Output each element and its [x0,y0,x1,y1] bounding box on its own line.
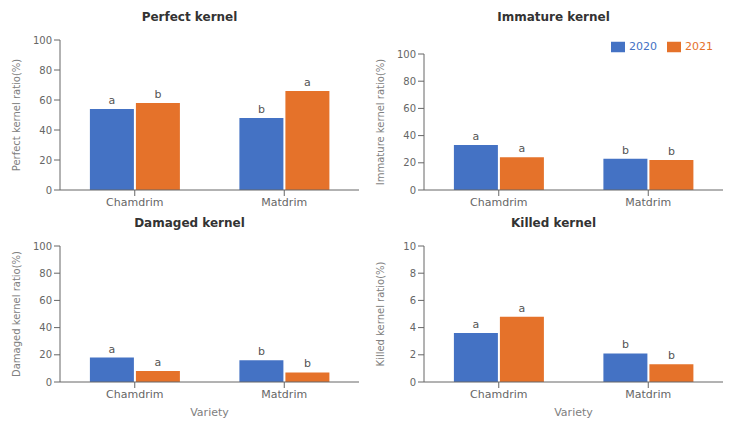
svg-text:20: 20 [39,155,52,166]
svg-text:0: 0 [46,185,52,196]
svg-text:Variety: Variety [190,406,229,419]
svg-text:Variety: Variety [554,406,593,419]
svg-text:b: b [258,345,265,358]
svg-text:Chamdrim: Chamdrim [106,388,163,401]
svg-text:60: 60 [403,103,416,114]
svg-text:b: b [622,338,629,351]
svg-text:a: a [519,302,526,315]
svg-text:Killed kernel ratio(%): Killed kernel ratio(%) [375,261,386,366]
svg-text:60: 60 [39,295,52,306]
svg-text:b: b [668,349,675,362]
svg-text:Chamdrim: Chamdrim [106,196,163,209]
svg-text:20: 20 [403,157,416,168]
svg-text:4: 4 [410,322,416,333]
svg-text:20: 20 [39,349,52,360]
svg-text:Matdrim: Matdrim [625,388,671,401]
svg-text:Damaged kernel ratio(%): Damaged kernel ratio(%) [11,251,22,377]
svg-text:b: b [154,88,161,101]
svg-text:a: a [155,356,162,369]
svg-text:0: 0 [410,377,416,388]
svg-text:60: 60 [39,95,52,106]
html-text:Immature kernel: Immature kernel [497,10,610,24]
svg-text:a: a [473,318,480,331]
svg-text:Chamdrim: Chamdrim [470,388,527,401]
html-text:2021: 2021 [685,40,713,53]
svg-text:a: a [109,94,116,107]
svg-text:40: 40 [39,125,52,136]
svg-text:8: 8 [410,268,416,279]
svg-text:b: b [304,357,311,370]
svg-text:40: 40 [39,322,52,333]
svg-text:Matdrim: Matdrim [261,388,307,401]
svg-text:Chamdrim: Chamdrim [470,196,527,209]
svg-text:a: a [473,130,480,143]
svg-text:40: 40 [403,130,416,141]
svg-text:80: 80 [39,268,52,279]
svg-text:100: 100 [397,49,416,60]
svg-text:6: 6 [410,295,416,306]
svg-text:b: b [668,145,675,158]
html-text:Perfect kernel: Perfect kernel [141,10,238,24]
html-text:Damaged kernel: Damaged kernel [134,216,245,230]
svg-text:0: 0 [410,185,416,196]
svg-text:0: 0 [46,377,52,388]
svg-text:Matdrim: Matdrim [261,196,307,209]
html-text:Killed kernel: Killed kernel [511,216,596,230]
svg-text:100: 100 [33,241,52,252]
svg-text:Perfect kernel ratio(%): Perfect kernel ratio(%) [11,59,22,172]
svg-text:Immature kernel ratio(%): Immature kernel ratio(%) [375,59,386,185]
html-text:2020: 2020 [629,40,657,53]
svg-text:Matdrim: Matdrim [625,196,671,209]
svg-text:a: a [304,76,311,89]
svg-text:80: 80 [403,76,416,87]
svg-text:10: 10 [403,241,416,252]
svg-text:b: b [258,103,265,116]
svg-text:80: 80 [39,65,52,76]
svg-text:2: 2 [410,349,416,360]
svg-text:b: b [622,144,629,157]
svg-text:a: a [519,142,526,155]
svg-text:a: a [109,343,116,356]
svg-text:100: 100 [33,35,52,46]
